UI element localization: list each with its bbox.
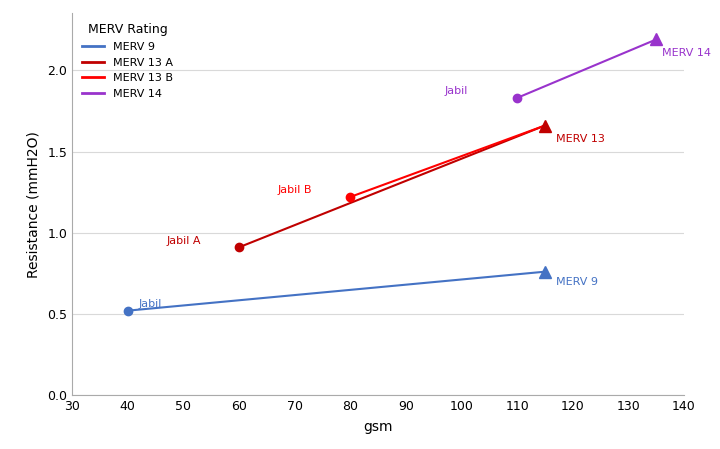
Text: MERV 14: MERV 14 [662,48,711,57]
Text: Jabil: Jabil [445,86,468,96]
Y-axis label: Resistance (mmH2O): Resistance (mmH2O) [26,131,40,278]
Text: Jabil B: Jabil B [278,185,312,195]
Text: Jabil A: Jabil A [166,236,201,246]
Legend: MERV 9, MERV 13 A, MERV 13 B, MERV 14: MERV 9, MERV 13 A, MERV 13 B, MERV 14 [78,19,178,103]
Text: MERV 13: MERV 13 [556,134,605,144]
Text: Jabil: Jabil [139,299,162,309]
X-axis label: gsm: gsm [364,420,392,434]
Text: MERV 9: MERV 9 [556,277,598,286]
